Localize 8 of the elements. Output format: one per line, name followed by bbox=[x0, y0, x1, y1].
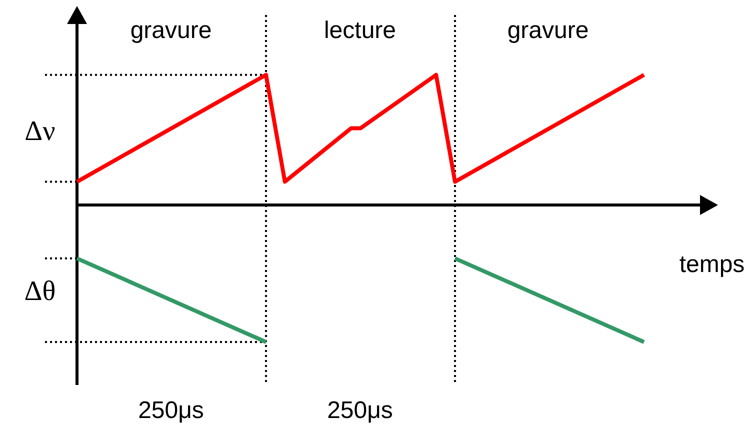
x-axis-title: temps bbox=[679, 251, 745, 278]
text: Δν bbox=[24, 116, 56, 147]
text: 250μs bbox=[327, 397, 393, 424]
text: Δθ bbox=[24, 276, 56, 307]
text: gravure bbox=[130, 17, 212, 44]
text: gravure bbox=[507, 17, 589, 44]
text: lecture bbox=[324, 17, 396, 44]
text: 250μs bbox=[138, 397, 204, 424]
